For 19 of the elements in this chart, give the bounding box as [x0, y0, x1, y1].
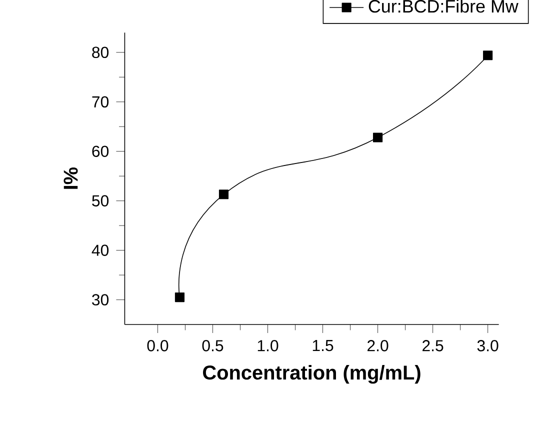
- y-tick-label: 40: [92, 244, 109, 256]
- x-tick-label: 2.5: [422, 340, 444, 352]
- x-tick-label: 3.0: [477, 340, 498, 352]
- y-tick-label: 80: [92, 46, 109, 58]
- point: [218, 190, 229, 200]
- point: [483, 50, 493, 60]
- y-tick-label: 70: [92, 96, 109, 108]
- point: [372, 132, 383, 142]
- x-axis-title: Concentration (mg/mL): [203, 365, 420, 384]
- x-tick-label: 1.5: [312, 340, 334, 352]
- y-tick-label: 50: [92, 195, 109, 206]
- x-tick-label: 0.0: [147, 340, 168, 352]
- y-tick-label: 30: [92, 294, 109, 306]
- y-tick-label: 60: [92, 146, 109, 157]
- x-tick-label: 0.5: [202, 340, 224, 352]
- point: [174, 292, 185, 302]
- x-tick-label: 2.0: [368, 340, 388, 352]
- y-axis-title: I%: [64, 167, 78, 189]
- x-tick-label: 1.0: [258, 340, 278, 352]
